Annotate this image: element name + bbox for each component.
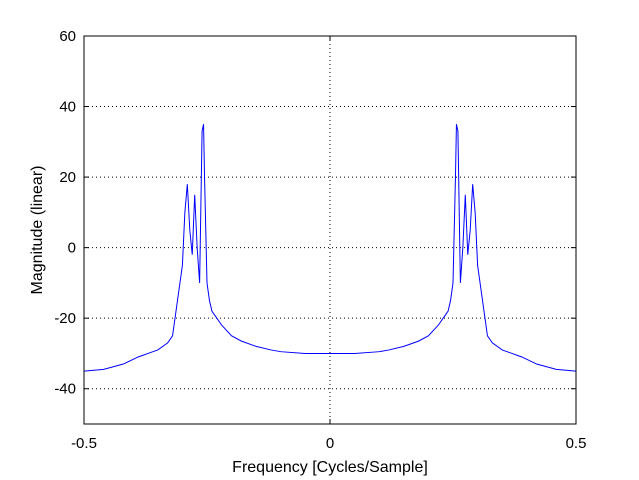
x-tick-label: 0.5 bbox=[566, 435, 587, 452]
tick-labels: -0.5 0 0.5 -40 -20 0 20 40 60 bbox=[54, 28, 586, 452]
series-layer bbox=[83, 124, 577, 372]
y-tick-label: 60 bbox=[59, 28, 76, 45]
plot-area bbox=[84, 36, 576, 424]
y-axis-label: Magnitude (linear) bbox=[29, 166, 46, 295]
x-tick-label: -0.5 bbox=[71, 435, 97, 452]
x-axis-label: Frequency [Cycles/Sample] bbox=[232, 459, 428, 476]
grid-lines bbox=[84, 36, 576, 424]
y-tick-label: -40 bbox=[54, 381, 76, 398]
y-tick-label: 20 bbox=[59, 169, 76, 186]
axis-ticks bbox=[83, 35, 577, 424]
y-tick-label: 0 bbox=[68, 240, 76, 257]
x-tick-label: 0 bbox=[326, 435, 334, 452]
y-tick-label: 40 bbox=[59, 99, 76, 116]
y-tick-label: -20 bbox=[54, 310, 76, 327]
series-line-magnitude bbox=[83, 124, 577, 372]
